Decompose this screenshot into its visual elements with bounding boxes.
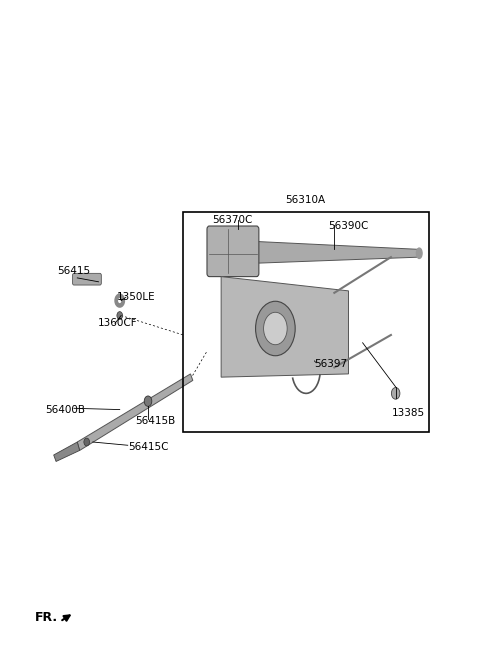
Text: 56400B: 56400B xyxy=(46,405,85,415)
Text: FR.: FR. xyxy=(35,610,58,623)
Polygon shape xyxy=(54,442,80,461)
FancyBboxPatch shape xyxy=(72,273,101,285)
Circle shape xyxy=(84,438,90,446)
Text: 13385: 13385 xyxy=(392,408,425,418)
Polygon shape xyxy=(245,241,419,263)
Polygon shape xyxy=(77,374,193,451)
Text: 56310A: 56310A xyxy=(285,195,325,205)
Text: 1360CF: 1360CF xyxy=(97,318,137,328)
Text: 56415B: 56415B xyxy=(135,416,176,426)
Text: 56370C: 56370C xyxy=(212,215,252,225)
Polygon shape xyxy=(221,277,348,377)
Circle shape xyxy=(144,396,152,406)
Circle shape xyxy=(264,312,287,345)
Text: 1350LE: 1350LE xyxy=(117,292,155,302)
Circle shape xyxy=(255,302,295,355)
Circle shape xyxy=(117,311,122,319)
Text: 56397: 56397 xyxy=(314,359,348,369)
Ellipse shape xyxy=(417,248,422,258)
Text: 56415C: 56415C xyxy=(128,442,168,451)
FancyBboxPatch shape xyxy=(207,226,259,277)
Text: 56390C: 56390C xyxy=(329,221,369,231)
Circle shape xyxy=(391,388,400,399)
Text: 56415: 56415 xyxy=(57,267,90,277)
